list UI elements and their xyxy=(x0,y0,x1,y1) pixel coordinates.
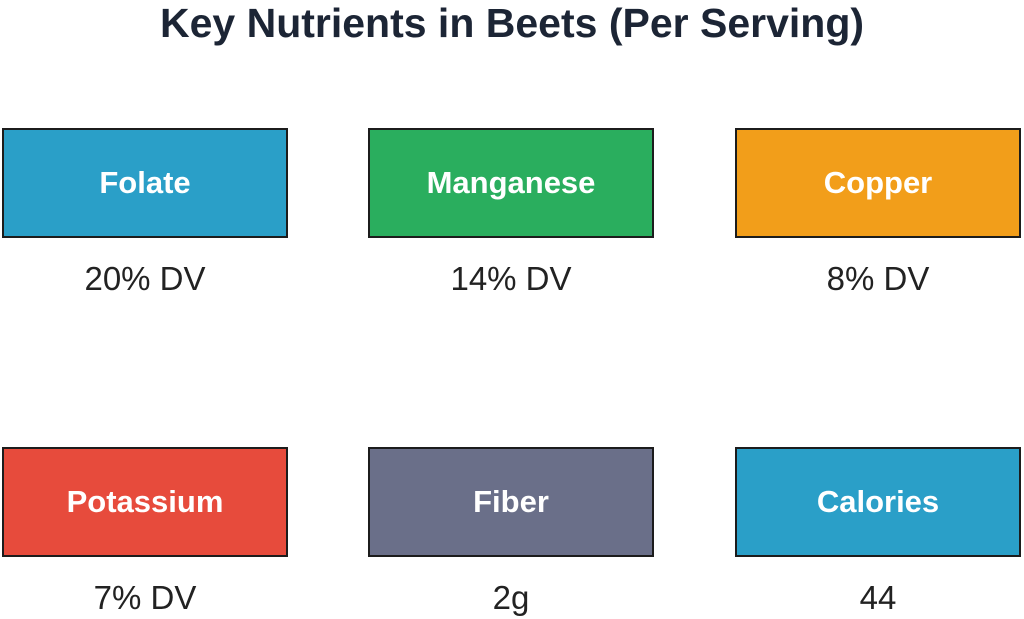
nutrient-value: 7% DV xyxy=(93,579,197,616)
nutrient-card-copper: Copper xyxy=(735,128,1021,238)
nutrient-label: Calories xyxy=(816,484,940,519)
nutrient-card-potassium: Potassium xyxy=(2,447,288,557)
nutrient-label: Copper xyxy=(823,165,933,200)
nutrient-value: 14% DV xyxy=(450,260,572,297)
nutrient-card-calories: Calories xyxy=(735,447,1021,557)
nutrient-value: 8% DV xyxy=(826,260,930,297)
nutrient-value: 2g xyxy=(492,579,530,616)
diagram-title: Key Nutrients in Beets (Per Serving) xyxy=(159,0,865,46)
nutrient-value: 44 xyxy=(859,579,897,616)
nutrient-label: Folate xyxy=(99,165,191,200)
nutrient-card-manganese: Manganese xyxy=(368,128,654,238)
nutrient-card-fiber: Fiber xyxy=(368,447,654,557)
nutrient-label: Fiber xyxy=(473,484,549,519)
nutrient-value: 20% DV xyxy=(84,260,206,297)
nutrient-label: Manganese xyxy=(426,165,596,200)
nutrient-card-folate: Folate xyxy=(2,128,288,238)
nutrient-label: Potassium xyxy=(66,484,224,519)
